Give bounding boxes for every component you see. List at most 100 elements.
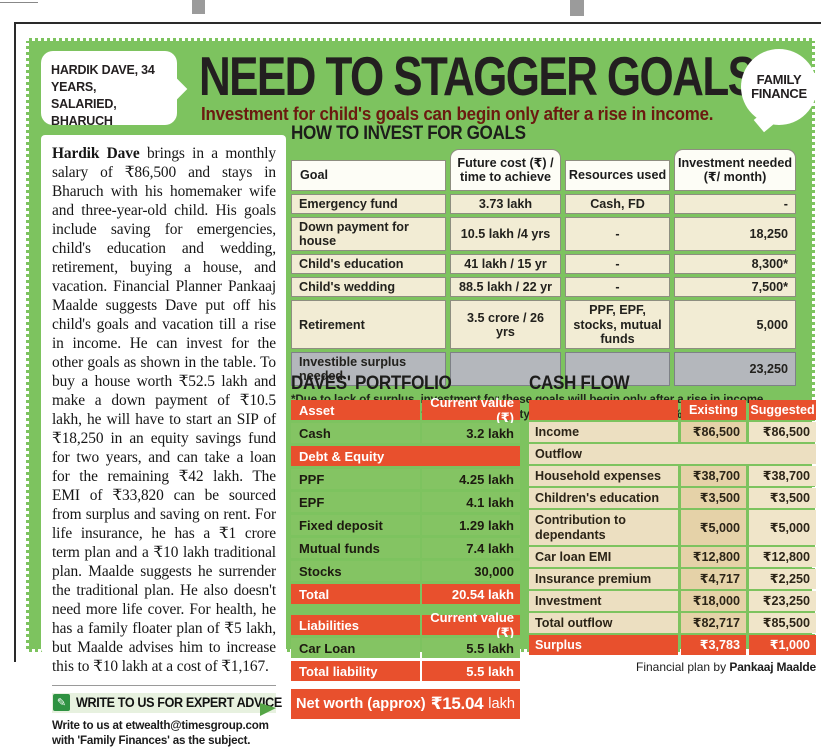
family-finance-badge: FAMILY FINANCE xyxy=(741,49,817,133)
liabilities-header-row: Liabilities Current value (₹) xyxy=(291,610,520,640)
portfolio-title: DAVES' PORTFOLIO xyxy=(291,373,452,394)
asset-value: 3.2 lakh xyxy=(422,423,520,443)
asset-value: 30,000 xyxy=(422,561,520,581)
surplus-empty-cell xyxy=(565,351,670,386)
income-existing: ₹86,500 xyxy=(681,422,746,443)
table-header-row: Asset Current value (₹) xyxy=(291,395,520,425)
page-rule-horizontal xyxy=(14,22,821,24)
current-value-header: Current value (₹) xyxy=(422,395,520,425)
profile-text: HARDIK DAVE, 34 YEARS, SALARIED, BHARUCH xyxy=(51,62,155,128)
row-label: Investment xyxy=(529,590,678,611)
total-value: 20.54 lakh xyxy=(422,584,520,604)
page-crop-artifact xyxy=(192,0,205,14)
cashflow-section: CASH FLOW Existing Suggested Income ₹86,… xyxy=(529,373,816,674)
row-existing: ₹18,000 xyxy=(681,590,746,611)
goals-section-title: HOW TO INVEST FOR GOALS xyxy=(291,123,526,144)
write-to-us-title: WRITE TO US FOR EXPERT ADVICE xyxy=(76,695,282,711)
cashflow-title: CASH FLOW xyxy=(529,373,630,394)
header-blank-cell xyxy=(529,400,678,421)
total-liability-label: Total liability xyxy=(291,661,420,681)
row-label: Household expenses xyxy=(529,466,678,487)
article-text: brings in a monthly salary of ₹86,500 an… xyxy=(52,145,276,676)
row-existing: ₹12,800 xyxy=(681,546,746,567)
speech-bubble-tail xyxy=(164,77,188,101)
total-label: Total xyxy=(291,584,420,604)
table-row: Cash 3.2 lakh xyxy=(291,423,520,443)
resources-cell: - xyxy=(565,217,670,252)
row-suggested: ₹2,250 xyxy=(749,568,816,589)
family-finance-panel: HARDIK DAVE, 34 YEARS, SALARIED, BHARUCH… xyxy=(26,38,818,747)
goal-cell: Child's wedding xyxy=(291,277,446,298)
badge-line2: FINANCE xyxy=(751,86,807,101)
arrow-right-icon xyxy=(260,703,276,717)
article-body: Hardik Dave brings in a monthly salary o… xyxy=(52,144,276,676)
outflow-section-label: Outflow xyxy=(529,444,816,465)
credit-prefix: Financial plan by xyxy=(636,660,730,675)
goals-table-header: Goal Future cost (₹) / time to achieve R… xyxy=(291,149,818,191)
asset-label: Cash xyxy=(291,423,420,443)
goal-cell: Retirement xyxy=(291,300,446,349)
row-existing: ₹5,000 xyxy=(681,510,746,545)
income-label: Income xyxy=(529,422,678,443)
row-suggested: ₹3,500 xyxy=(749,488,816,509)
income-suggested: ₹86,500 xyxy=(749,422,816,443)
surplus-needed-label: Investible surplus needed xyxy=(291,351,446,386)
header-future-cost: Future cost (₹) / time to achieve xyxy=(450,149,561,191)
profile-speech-bubble: HARDIK DAVE, 34 YEARS, SALARIED, BHARUCH xyxy=(41,51,188,128)
total-outflow-label: Total outflow xyxy=(529,612,678,634)
table-row: EPF 4.1 lakh xyxy=(291,492,520,512)
goal-cell: Child's education xyxy=(291,254,446,275)
liability-label: Car Loan xyxy=(291,638,420,658)
credit-name: Pankaaj Maalde xyxy=(729,660,816,675)
page-rule-vertical xyxy=(14,22,16,662)
resources-cell: PPF, EPF, stocks, mutual funds xyxy=(565,300,670,349)
divider xyxy=(52,685,276,687)
total-liability-row: Total liability 5.5 lakh xyxy=(291,661,520,681)
row-suggested: ₹12,800 xyxy=(749,546,816,567)
net-worth-unit: lakh xyxy=(488,696,516,712)
resources-cell: - xyxy=(565,277,670,298)
asset-value: 7.4 lakh xyxy=(422,538,520,558)
debt-equity-section-header: Debt & Equity xyxy=(291,446,520,466)
header-resources: Resources used xyxy=(565,160,670,191)
surplus-suggested: ₹1,000 xyxy=(749,635,816,656)
asset-label: EPF xyxy=(291,492,420,512)
resources-cell: Cash, FD xyxy=(565,194,670,215)
article-column: Hardik Dave brings in a monthly salary o… xyxy=(41,135,286,747)
total-row: Total 20.54 lakh xyxy=(291,584,520,604)
investment-cell: 8,300* xyxy=(674,254,796,275)
asset-value: 4.1 lakh xyxy=(422,492,520,512)
goal-cell: Down payment for house xyxy=(291,217,446,252)
goal-cell: Emergency fund xyxy=(291,194,446,215)
row-suggested: ₹5,000 xyxy=(749,510,816,545)
investment-cell: 18,250 xyxy=(674,217,796,252)
row-existing: ₹38,700 xyxy=(681,466,746,487)
row-label: Contribution to dependants xyxy=(529,510,678,545)
table-row: Car Loan 5.5 lakh xyxy=(291,638,520,658)
investment-cell: 7,500* xyxy=(674,277,796,298)
cost-cell: 10.5 lakh /4 yrs xyxy=(450,217,561,252)
table-row: Stocks 30,000 xyxy=(291,561,520,581)
header-suggested: Suggested xyxy=(749,400,816,421)
liability-value: 5.5 lakh xyxy=(422,638,520,658)
investment-cell: - xyxy=(674,194,796,215)
surplus-empty-cell xyxy=(450,351,561,386)
write-to-us-band: ✎ WRITE TO US FOR EXPERT ADVICE xyxy=(52,693,282,717)
surplus-label: Surplus xyxy=(529,635,678,656)
asset-label: PPF xyxy=(291,469,420,489)
surplus-existing: ₹3,783 xyxy=(681,635,746,656)
header-goal: Goal xyxy=(291,160,446,191)
goals-table-body: Emergency fund 3.73 lakh Cash, FD - Down… xyxy=(291,194,818,386)
liabilities-value-header: Current value (₹) xyxy=(422,610,520,640)
investment-cell: 5,000 xyxy=(674,300,796,349)
row-existing: ₹4,717 xyxy=(681,568,746,589)
cost-cell: 88.5 lakh / 22 yr xyxy=(450,277,561,298)
row-suggested: ₹38,700 xyxy=(749,466,816,487)
table-row: Mutual funds 7.4 lakh xyxy=(291,538,520,558)
table-row: PPF 4.25 lakh xyxy=(291,469,520,489)
asset-header: Asset xyxy=(291,400,420,420)
page-subtitle: Investment for child's goals can begin o… xyxy=(201,104,714,124)
goals-section: HOW TO INVEST FOR GOALS Goal Future cost… xyxy=(291,123,818,422)
total-outflow-existing: ₹82,717 xyxy=(681,612,746,634)
portfolio-table: Asset Current value (₹) Cash 3.2 lakh De… xyxy=(291,395,520,681)
